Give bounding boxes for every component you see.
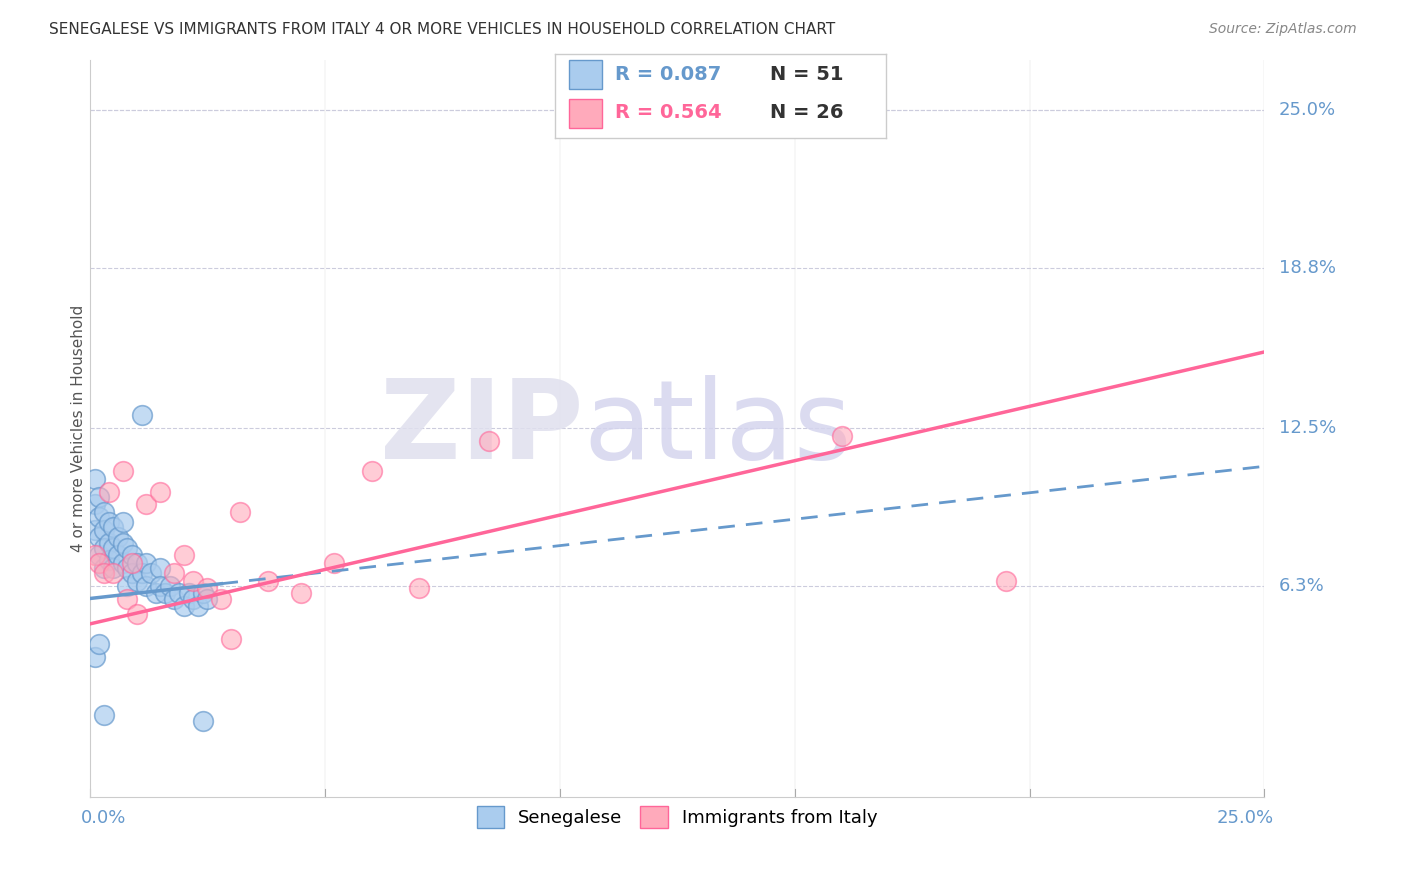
Point xyxy=(103,561,125,575)
Point xyxy=(111,515,134,529)
Point xyxy=(117,591,139,606)
Point xyxy=(117,561,139,575)
Point xyxy=(131,409,153,423)
Point xyxy=(89,490,111,504)
Point xyxy=(107,549,129,563)
Point xyxy=(125,607,148,621)
Point xyxy=(121,556,143,570)
Text: 25.0%: 25.0% xyxy=(1278,102,1336,120)
Point xyxy=(229,505,252,519)
Point xyxy=(93,541,115,555)
Point xyxy=(173,549,195,563)
Point xyxy=(360,464,382,478)
Point xyxy=(139,566,162,580)
Point xyxy=(93,708,115,723)
Bar xyxy=(568,99,602,128)
Point xyxy=(93,505,115,519)
Point xyxy=(97,484,120,499)
Point xyxy=(131,566,153,580)
Point xyxy=(257,574,280,588)
Text: Source: ZipAtlas.com: Source: ZipAtlas.com xyxy=(1209,22,1357,37)
Point xyxy=(93,566,115,580)
Point xyxy=(219,632,242,647)
Point xyxy=(89,510,111,524)
Point xyxy=(995,574,1018,588)
Point xyxy=(97,535,120,549)
Point xyxy=(408,582,430,596)
Text: 12.5%: 12.5% xyxy=(1278,419,1336,437)
Text: 6.3%: 6.3% xyxy=(1278,577,1324,595)
Point xyxy=(173,599,195,614)
Text: atlas: atlas xyxy=(583,375,852,482)
Point xyxy=(111,464,134,478)
Text: N = 26: N = 26 xyxy=(770,103,844,122)
Point xyxy=(93,561,115,575)
Point xyxy=(163,566,186,580)
Point xyxy=(89,531,111,545)
Point xyxy=(97,553,120,567)
Point xyxy=(145,586,167,600)
Point xyxy=(135,556,157,570)
Point xyxy=(97,515,120,529)
Point xyxy=(83,523,105,537)
Point xyxy=(478,434,501,448)
Text: R = 0.564: R = 0.564 xyxy=(614,103,721,122)
Point xyxy=(125,574,148,588)
Y-axis label: 4 or more Vehicles in Household: 4 or more Vehicles in Household xyxy=(72,304,86,552)
Point xyxy=(121,549,143,563)
Point xyxy=(83,549,105,563)
Point xyxy=(177,586,200,600)
Point xyxy=(831,429,853,443)
Point xyxy=(135,498,157,512)
Point xyxy=(125,556,148,570)
Point xyxy=(149,484,172,499)
Point xyxy=(103,566,125,580)
Point xyxy=(117,579,139,593)
Point xyxy=(111,556,134,570)
Point xyxy=(191,586,214,600)
Point xyxy=(107,531,129,545)
Point xyxy=(89,549,111,563)
Point xyxy=(83,472,105,486)
Text: 0.0%: 0.0% xyxy=(80,810,125,828)
Point xyxy=(135,579,157,593)
Point xyxy=(195,582,218,596)
Point xyxy=(103,541,125,555)
Point xyxy=(89,637,111,651)
Point xyxy=(181,574,204,588)
Point xyxy=(121,566,143,580)
Point xyxy=(83,650,105,665)
Point xyxy=(93,523,115,537)
Point xyxy=(153,586,176,600)
Point xyxy=(209,591,232,606)
Point xyxy=(111,535,134,549)
Point xyxy=(163,591,186,606)
Point xyxy=(83,498,105,512)
Bar xyxy=(568,61,602,89)
Text: 18.8%: 18.8% xyxy=(1278,259,1336,277)
Point xyxy=(191,714,214,728)
Point xyxy=(89,556,111,570)
Text: SENEGALESE VS IMMIGRANTS FROM ITALY 4 OR MORE VEHICLES IN HOUSEHOLD CORRELATION : SENEGALESE VS IMMIGRANTS FROM ITALY 4 OR… xyxy=(49,22,835,37)
Point xyxy=(149,561,172,575)
Point xyxy=(149,579,172,593)
Point xyxy=(117,541,139,555)
Point xyxy=(195,591,218,606)
Point xyxy=(181,591,204,606)
Legend: Senegalese, Immigrants from Italy: Senegalese, Immigrants from Italy xyxy=(470,799,884,836)
Point xyxy=(167,586,190,600)
Point xyxy=(290,586,312,600)
Point xyxy=(187,599,209,614)
Text: N = 51: N = 51 xyxy=(770,65,844,84)
Text: ZIP: ZIP xyxy=(380,375,583,482)
Point xyxy=(159,579,181,593)
Text: 25.0%: 25.0% xyxy=(1216,810,1274,828)
Text: R = 0.087: R = 0.087 xyxy=(614,65,721,84)
Point xyxy=(103,520,125,534)
Point xyxy=(323,556,346,570)
